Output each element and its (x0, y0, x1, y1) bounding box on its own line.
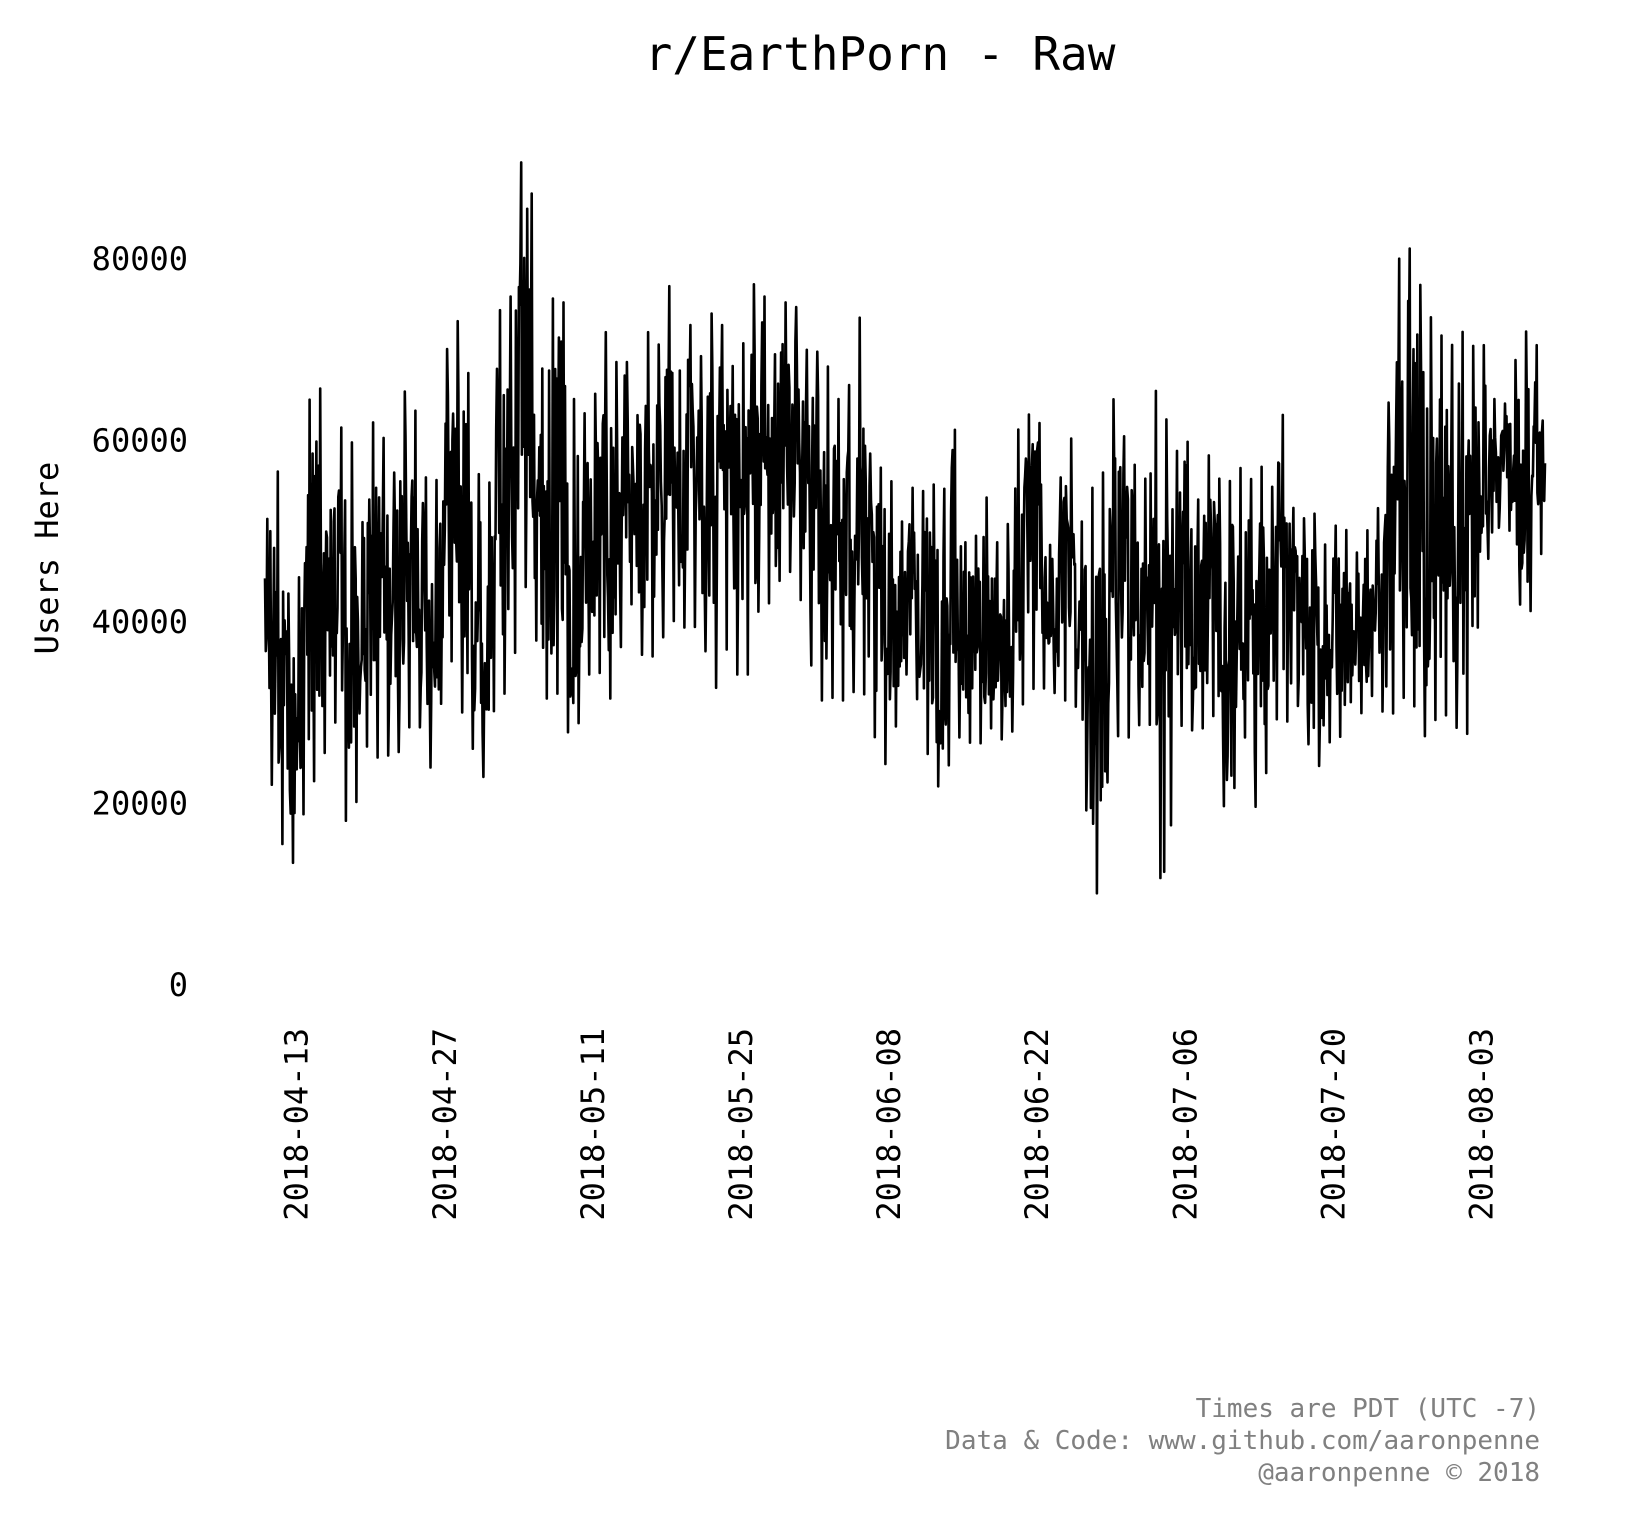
y-tick-labels: 0 20000 40000 60000 80000 (92, 240, 188, 1004)
y-axis-label: Users Here (28, 462, 66, 655)
x-tick-label: 2018-07-20 (1314, 1028, 1352, 1221)
footer-data-source: Data & Code: www.github.com/aaronpenne (945, 1426, 1540, 1456)
x-tick-label: 2018-06-22 (1018, 1028, 1056, 1221)
y-tick-label: 0 (169, 966, 188, 1004)
x-tick-label: 2018-08-03 (1463, 1028, 1501, 1221)
y-tick-label: 40000 (92, 603, 188, 641)
x-tick-labels: 2018-04-13 2018-04-27 2018-05-11 2018-05-25… (278, 1028, 1501, 1221)
x-tick-label: 2018-05-11 (574, 1028, 612, 1221)
footer-timezone-note: Times are PDT (UTC -7) (1196, 1394, 1540, 1424)
footer: Times are PDT (UTC -7) Data & Code: www.… (945, 1394, 1540, 1488)
y-tick-label: 60000 (92, 422, 188, 460)
chart-title: r/EarthPorn - Raw (645, 27, 1116, 81)
x-tick-label: 2018-06-08 (870, 1028, 908, 1221)
x-tick-label: 2018-07-06 (1166, 1028, 1204, 1221)
y-tick-label: 20000 (92, 785, 188, 823)
x-tick-label: 2018-05-25 (722, 1028, 760, 1221)
footer-copyright: @aaronpenne © 2018 (1258, 1458, 1540, 1488)
x-tick-label: 2018-04-27 (426, 1028, 464, 1221)
series-line (263, 161, 1547, 895)
x-tick-label: 2018-04-13 (278, 1028, 316, 1221)
y-tick-label: 80000 (92, 240, 188, 278)
